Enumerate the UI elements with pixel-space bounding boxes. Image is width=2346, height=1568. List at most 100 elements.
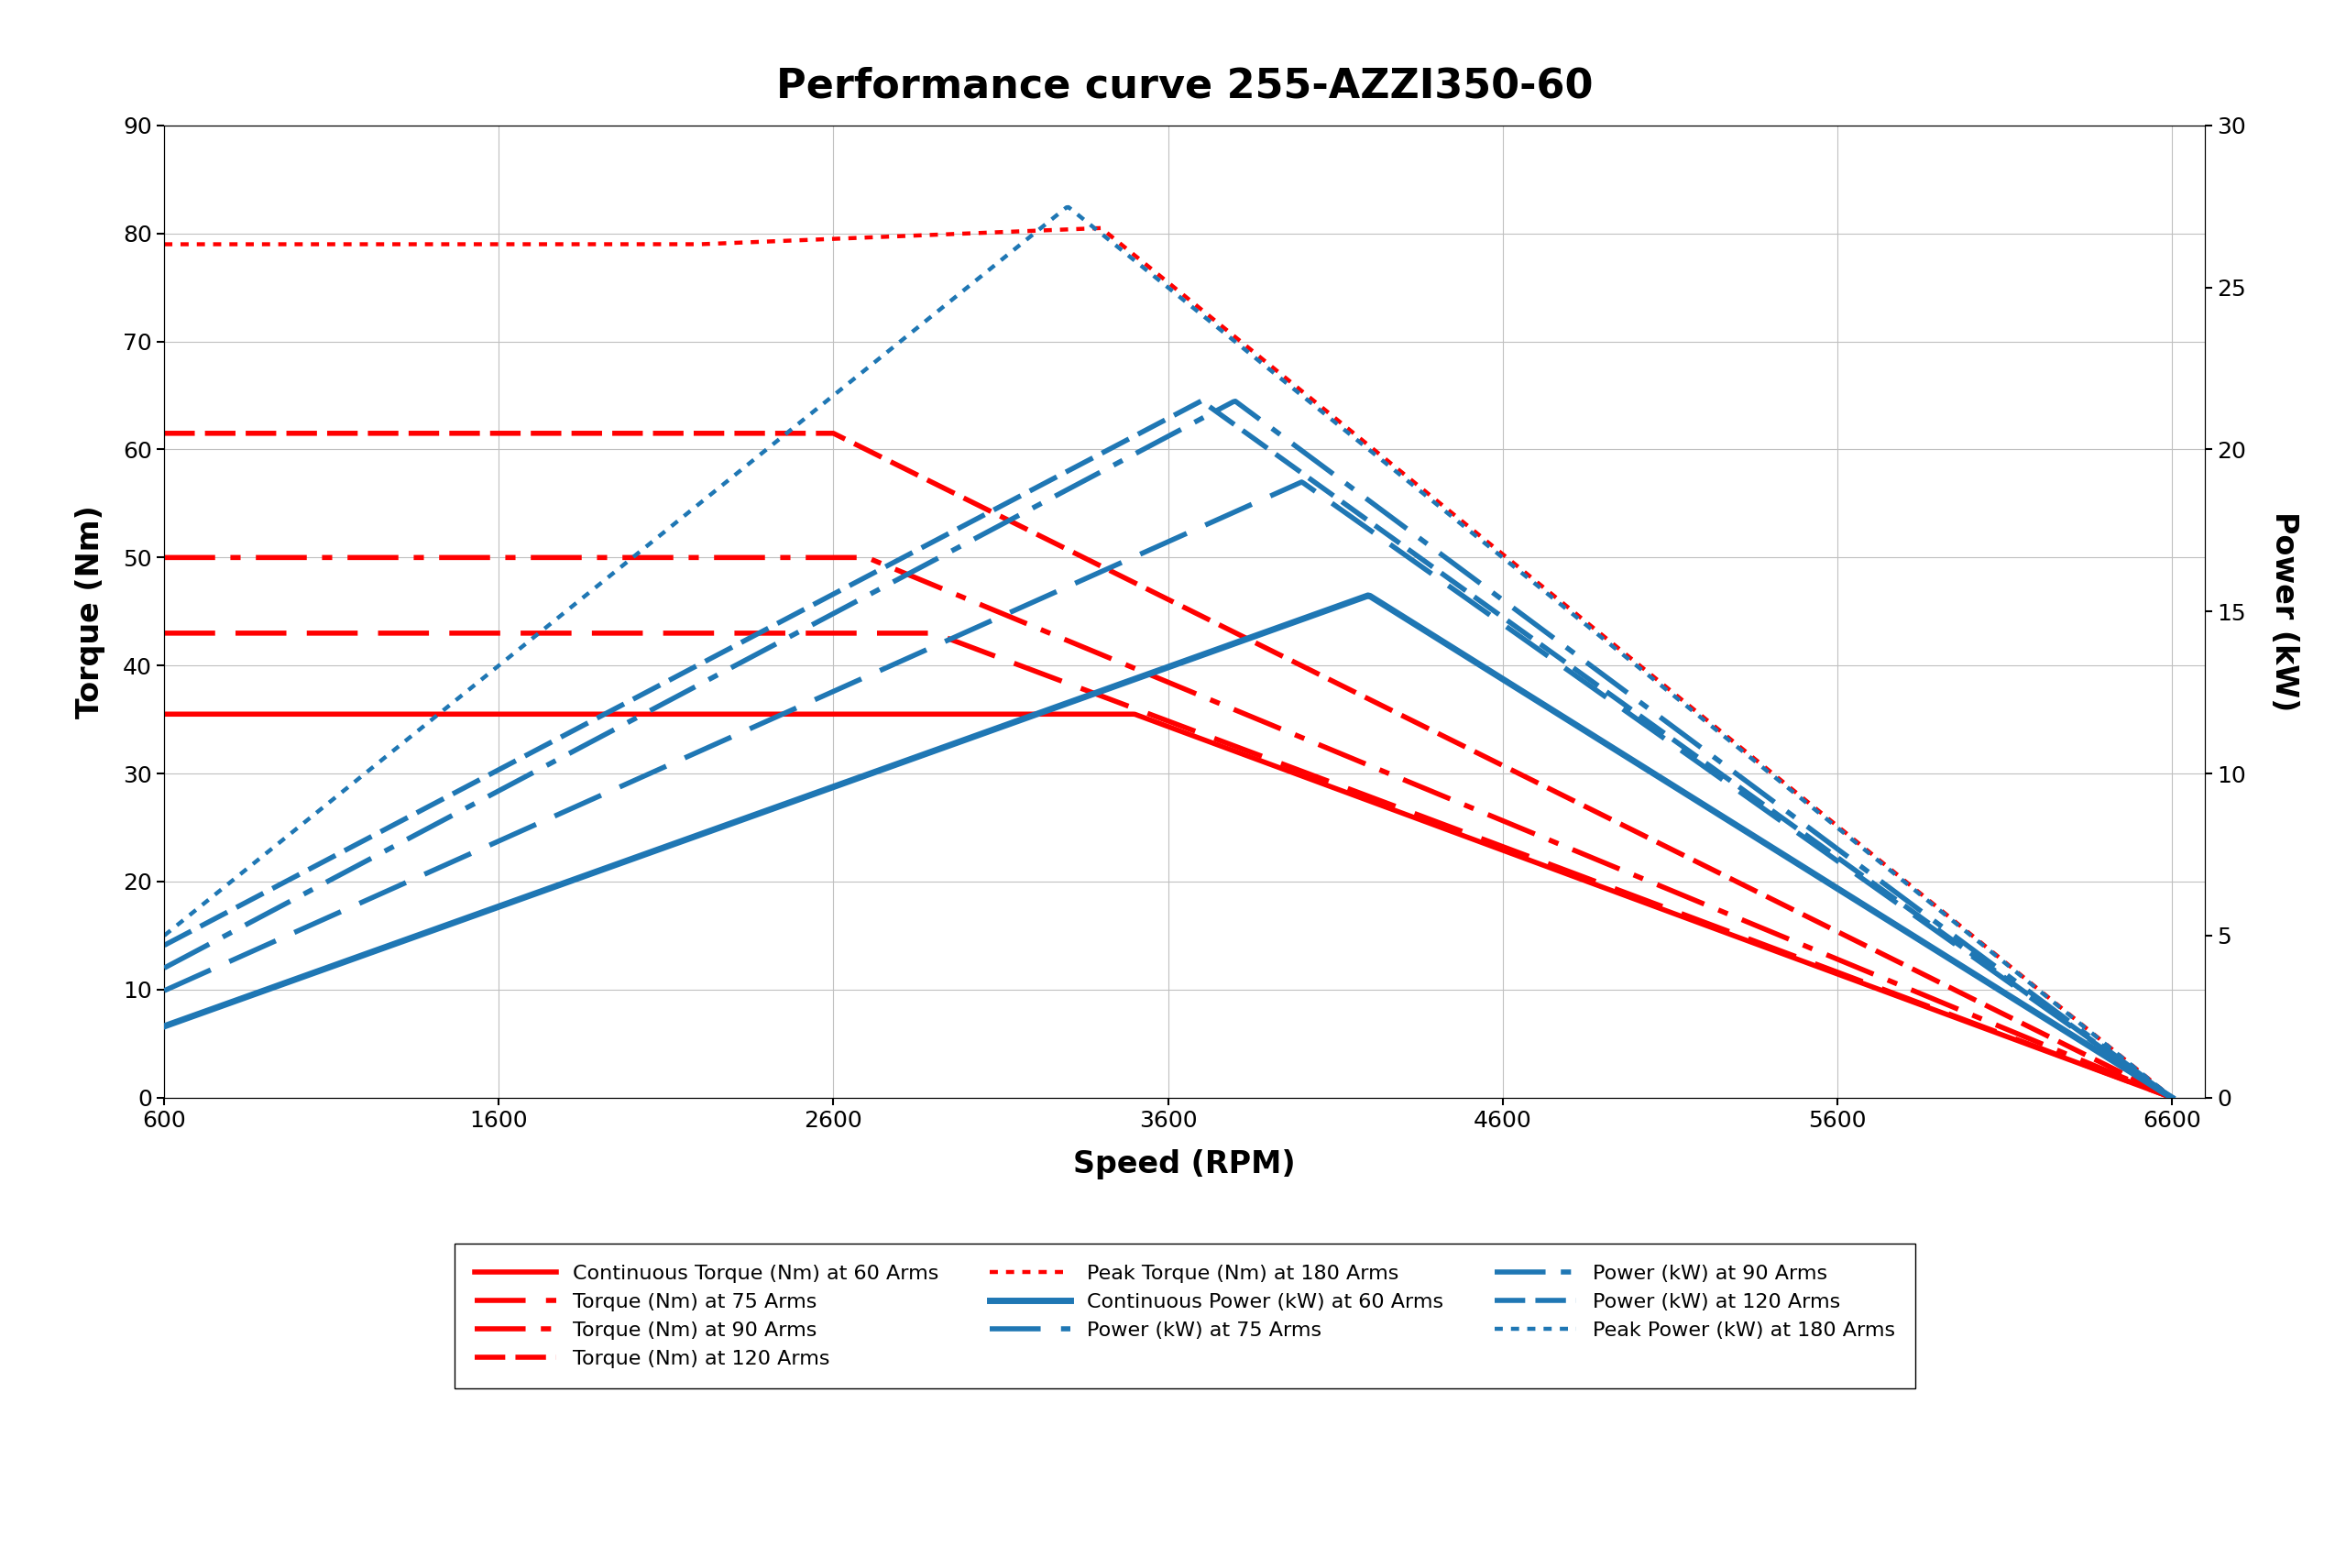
Torque (Nm) at 75 Arms: [962, 640, 990, 659]
Peak Torque (Nm) at 180 Arms: [354, 235, 382, 254]
Continuous Power (kW) at 60 Arms: [1717, 812, 1745, 831]
Torque (Nm) at 120 Arms: [1035, 530, 1063, 549]
X-axis label: Speed (RPM): Speed (RPM): [1074, 1149, 1295, 1179]
Continuous Torque (Nm) at 60 Arms: [150, 704, 178, 723]
Power (kW) at 90 Arms: [1222, 392, 1250, 411]
Line: Peak Power (kW) at 180 Arms: Peak Power (kW) at 180 Arms: [164, 207, 2172, 1098]
Power (kW) at 90 Arms: [1530, 622, 1558, 641]
Line: Continuous Power (kW) at 60 Arms: Continuous Power (kW) at 60 Arms: [164, 596, 2172, 1098]
Peak Torque (Nm) at 180 Arms: [1717, 731, 1745, 750]
Torque (Nm) at 90 Arms: [2158, 1088, 2186, 1107]
Peak Power (kW) at 180 Arms: [1035, 213, 1063, 232]
Continuous Power (kW) at 60 Arms: [1755, 836, 1783, 855]
Continuous Torque (Nm) at 60 Arms: [1530, 856, 1558, 875]
Power (kW) at 75 Arms: [2158, 1088, 2186, 1107]
Continuous Torque (Nm) at 60 Arms: [1752, 938, 1781, 956]
Torque (Nm) at 75 Arms: [1752, 936, 1781, 955]
Power (kW) at 75 Arms: [1035, 586, 1063, 605]
Peak Power (kW) at 180 Arms: [354, 760, 382, 779]
Torque (Nm) at 75 Arms: [1530, 851, 1558, 870]
Peak Torque (Nm) at 180 Arms: [962, 224, 990, 243]
Y-axis label: Power (kW): Power (kW): [2269, 511, 2299, 712]
Peak Torque (Nm) at 180 Arms: [1530, 579, 1558, 597]
Torque (Nm) at 75 Arms: [150, 624, 178, 643]
Power (kW) at 120 Arms: [962, 510, 990, 528]
Torque (Nm) at 75 Arms: [1715, 922, 1743, 941]
Torque (Nm) at 120 Arms: [1715, 869, 1743, 887]
Power (kW) at 75 Arms: [1530, 644, 1558, 663]
Torque (Nm) at 90 Arms: [354, 549, 382, 568]
Legend: Continuous Torque (Nm) at 60 Arms, Torque (Nm) at 75 Arms, Torque (Nm) at 90 Arm: Continuous Torque (Nm) at 60 Arms, Torqu…: [455, 1243, 1914, 1389]
Continuous Power (kW) at 60 Arms: [1035, 701, 1063, 720]
Continuous Torque (Nm) at 60 Arms: [354, 704, 382, 723]
Power (kW) at 75 Arms: [1717, 776, 1745, 795]
Power (kW) at 90 Arms: [1717, 760, 1745, 779]
Continuous Power (kW) at 60 Arms: [150, 1018, 178, 1036]
Torque (Nm) at 120 Arms: [150, 423, 178, 442]
Power (kW) at 120 Arms: [1035, 472, 1063, 491]
Peak Torque (Nm) at 180 Arms: [1755, 760, 1783, 779]
Power (kW) at 75 Arms: [354, 889, 382, 908]
Power (kW) at 90 Arms: [150, 958, 178, 977]
Torque (Nm) at 120 Arms: [2158, 1088, 2186, 1107]
Continuous Power (kW) at 60 Arms: [1354, 586, 1382, 605]
Line: Torque (Nm) at 120 Arms: Torque (Nm) at 120 Arms: [164, 433, 2172, 1098]
Torque (Nm) at 120 Arms: [962, 494, 990, 513]
Torque (Nm) at 90 Arms: [150, 549, 178, 568]
Power (kW) at 75 Arms: [150, 982, 178, 1000]
Continuous Torque (Nm) at 60 Arms: [2158, 1088, 2186, 1107]
Torque (Nm) at 120 Arms: [354, 423, 382, 442]
Peak Power (kW) at 180 Arms: [150, 927, 178, 946]
Power (kW) at 90 Arms: [1035, 491, 1063, 510]
Continuous Torque (Nm) at 60 Arms: [962, 704, 990, 723]
Torque (Nm) at 90 Arms: [962, 593, 990, 612]
Power (kW) at 120 Arms: [150, 936, 178, 955]
Continuous Power (kW) at 60 Arms: [962, 726, 990, 745]
Power (kW) at 90 Arms: [2158, 1088, 2186, 1107]
Continuous Power (kW) at 60 Arms: [354, 944, 382, 963]
Torque (Nm) at 120 Arms: [1752, 887, 1781, 906]
Peak Torque (Nm) at 180 Arms: [1035, 221, 1063, 240]
Power (kW) at 75 Arms: [1288, 472, 1316, 491]
Line: Torque (Nm) at 75 Arms: Torque (Nm) at 75 Arms: [164, 633, 2172, 1098]
Torque (Nm) at 75 Arms: [2158, 1088, 2186, 1107]
Power (kW) at 90 Arms: [962, 528, 990, 547]
Line: Power (kW) at 90 Arms: Power (kW) at 90 Arms: [164, 401, 2172, 1098]
Peak Power (kW) at 180 Arms: [1053, 198, 1082, 216]
Torque (Nm) at 90 Arms: [1715, 905, 1743, 924]
Torque (Nm) at 90 Arms: [1035, 622, 1063, 641]
Peak Power (kW) at 180 Arms: [1530, 582, 1558, 601]
Power (kW) at 120 Arms: [1717, 771, 1745, 790]
Line: Power (kW) at 120 Arms: Power (kW) at 120 Arms: [164, 401, 2172, 1098]
Line: Power (kW) at 75 Arms: Power (kW) at 75 Arms: [164, 481, 2172, 1098]
Torque (Nm) at 90 Arms: [1530, 828, 1558, 847]
Power (kW) at 120 Arms: [1755, 798, 1783, 817]
Continuous Torque (Nm) at 60 Arms: [1715, 925, 1743, 944]
Torque (Nm) at 90 Arms: [1752, 920, 1781, 939]
Power (kW) at 90 Arms: [1755, 787, 1783, 806]
Torque (Nm) at 75 Arms: [354, 624, 382, 643]
Peak Torque (Nm) at 180 Arms: [150, 235, 178, 254]
Power (kW) at 120 Arms: [1530, 638, 1558, 657]
Peak Power (kW) at 180 Arms: [962, 271, 990, 290]
Power (kW) at 90 Arms: [354, 850, 382, 869]
Continuous Torque (Nm) at 60 Arms: [1035, 704, 1063, 723]
Power (kW) at 120 Arms: [1187, 392, 1215, 411]
Peak Power (kW) at 180 Arms: [1755, 762, 1783, 781]
Power (kW) at 120 Arms: [354, 828, 382, 847]
Y-axis label: Torque (Nm): Torque (Nm): [75, 505, 106, 718]
Peak Torque (Nm) at 180 Arms: [2158, 1088, 2186, 1107]
Title: Performance curve 255-AZZI350-60: Performance curve 255-AZZI350-60: [777, 66, 1593, 105]
Continuous Power (kW) at 60 Arms: [1530, 696, 1558, 715]
Torque (Nm) at 120 Arms: [1530, 776, 1558, 795]
Line: Torque (Nm) at 90 Arms: Torque (Nm) at 90 Arms: [164, 558, 2172, 1098]
Peak Power (kW) at 180 Arms: [2158, 1088, 2186, 1107]
Power (kW) at 120 Arms: [2158, 1088, 2186, 1107]
Peak Power (kW) at 180 Arms: [1717, 732, 1745, 751]
Peak Torque (Nm) at 180 Arms: [1086, 218, 1114, 237]
Power (kW) at 75 Arms: [962, 618, 990, 637]
Line: Continuous Torque (Nm) at 60 Arms: Continuous Torque (Nm) at 60 Arms: [164, 713, 2172, 1098]
Line: Peak Torque (Nm) at 180 Arms: Peak Torque (Nm) at 180 Arms: [164, 227, 2172, 1098]
Torque (Nm) at 75 Arms: [1035, 666, 1063, 685]
Continuous Power (kW) at 60 Arms: [2158, 1088, 2186, 1107]
